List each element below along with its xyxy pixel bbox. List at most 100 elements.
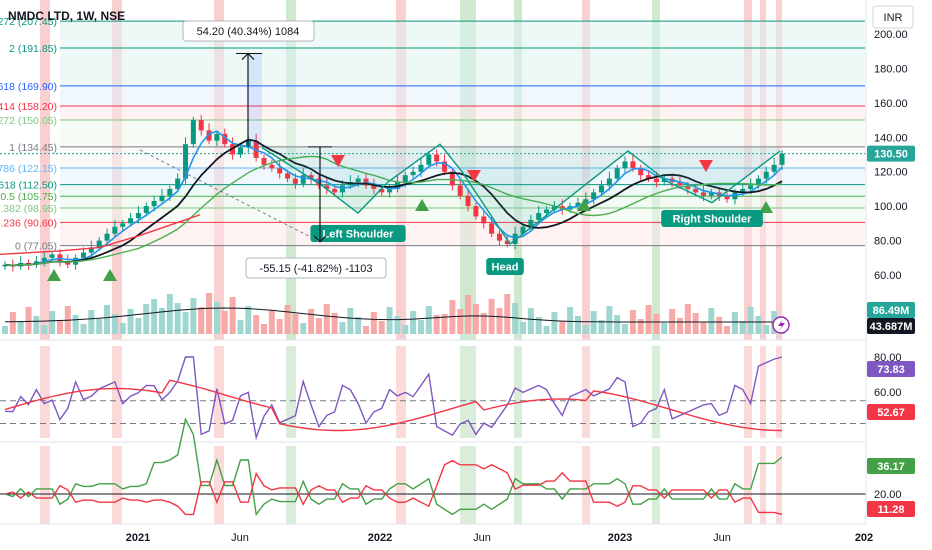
volume-bar-14 [111,314,118,334]
pattern-outline [261,143,781,246]
band-osc1-12 [776,346,782,438]
price-axis[interactable]: 200.00 180.00 160.00 140.00 120.00 100.00 80.0… [865,0,908,524]
currency-button[interactable]: INR [872,5,914,29]
oscillator-2-pane[interactable] [0,417,866,517]
time-axis[interactable]: 2021 Jun 2022 Jun 2023 Jun 202 [0,523,873,544]
volume-bar-31 [245,306,252,334]
candle-body-43 [339,185,345,193]
candle-body-13 [104,233,110,241]
fib-label-11: 2.272 (207.45) [0,16,57,28]
fib-label-6: 1 (134.45) [9,142,57,154]
volume-bar-64 [504,294,511,334]
volume-bar-61 [480,313,487,334]
band-osc2-2 [214,446,224,524]
volume-ma-badge: 43.687M [870,321,913,333]
volume-bar-34 [268,310,275,334]
time-tick-1: Jun [231,532,249,544]
volume-bar-43 [339,322,346,334]
candle-body-59 [465,195,471,207]
volume-bar-41 [323,304,330,334]
volume-bar-56 [441,314,448,334]
volume-ma-badge-bg [867,318,915,334]
volume-bar-51 [402,325,409,334]
volume-bar-59 [465,295,472,334]
last-price-badge-bg [867,145,915,162]
candle-body-46 [363,178,369,186]
band-osc2-7 [514,446,522,524]
fib-label-9: 1.618 (169.90) [0,81,57,93]
volume-bar-77 [606,306,613,334]
candle-body-37 [292,178,298,184]
volume-bar-47 [370,312,377,334]
volume-bar-75 [590,311,597,334]
candle-body-75 [591,192,597,200]
signal-down-2 [467,170,481,182]
measure-up-text: 54.20 (40.34%) 1084 [197,26,300,38]
volume-bar-15 [119,323,126,334]
volume-bar-9 [72,315,79,334]
last-price-badge: 130.50 [874,149,908,161]
candle-body-10 [80,252,86,258]
right-shoulder-label: Right Shoulder [673,214,753,226]
volume-bar-72 [567,307,574,334]
measure-up-box [182,20,315,42]
candle-body-17 [135,213,141,219]
volume-bar-81 [637,319,644,334]
fib-label-7: 1.272 (150.05) [0,115,57,127]
band-osc1-5 [460,346,466,438]
volume-bar-11 [88,310,95,334]
volume-bar-69 [543,326,550,334]
moving-averages [0,130,783,267]
signal-up-4 [577,199,591,211]
oscillator-1-pane[interactable] [0,339,866,441]
candle-body-87 [685,185,691,189]
fib-label-10: 2 (191.85) [9,43,57,55]
measure-down-text: -55.15 (-41.82%) -1103 [260,263,373,275]
volume-bar-84 [661,323,668,334]
volume-bar-94 [739,321,746,334]
band-osc1-6 [466,346,476,438]
left-shoulder-label: Left Shoulder [323,229,395,241]
candle-body-54 [426,154,432,165]
time-tick-3: Jun [473,532,491,544]
chart-title: NMDC LTD, 1W, NSE [8,9,125,23]
volume-bar-86 [676,318,683,334]
volume-bar-44 [347,308,354,334]
volume-bar-19 [151,299,158,334]
volume-bar-90 [708,308,715,334]
candle-body-74 [583,199,589,203]
volume-bar-52 [410,311,417,334]
candle-body-56 [442,161,448,172]
candle-body-48 [379,188,385,193]
band-osc2-5 [460,446,466,524]
fib-label-2: 0.382 (98.95) [0,203,57,215]
band-osc2-0 [40,446,50,524]
candle-body-76 [598,185,604,193]
volume-bar-13 [104,305,111,334]
osc1-signal-line [4,379,783,432]
band-osc2-4 [396,446,406,524]
candle-body-63 [496,233,502,241]
ma-fast-line [4,130,783,267]
volume-bar-88 [692,313,699,334]
volume-bar-33 [261,324,267,334]
osc2-minus-badge-bg [867,501,915,517]
measure-up-area [248,53,262,147]
fib-fill-6 [60,119,865,147]
lightning-icon [778,319,785,331]
band-osc2-11 [760,446,766,524]
volume-bar-0 [2,326,8,334]
candle-body-36 [285,173,291,179]
candle-body-61 [481,216,487,224]
volume-bar-10 [80,324,87,334]
candle-body-98 [771,164,777,172]
fib-label-1: 0.236 (90.60) [0,217,57,229]
fib-lines: 0 (77.05) 0.236 (90.60) 0.382 (98.95)0.5 (… [0,16,866,253]
volume-bar-5 [41,325,48,334]
candle-body-6 [49,254,55,258]
candle-body-34 [269,164,275,169]
candle-body-33 [261,157,267,165]
volume-bar-4 [33,316,40,334]
currency-label: INR [884,12,903,24]
